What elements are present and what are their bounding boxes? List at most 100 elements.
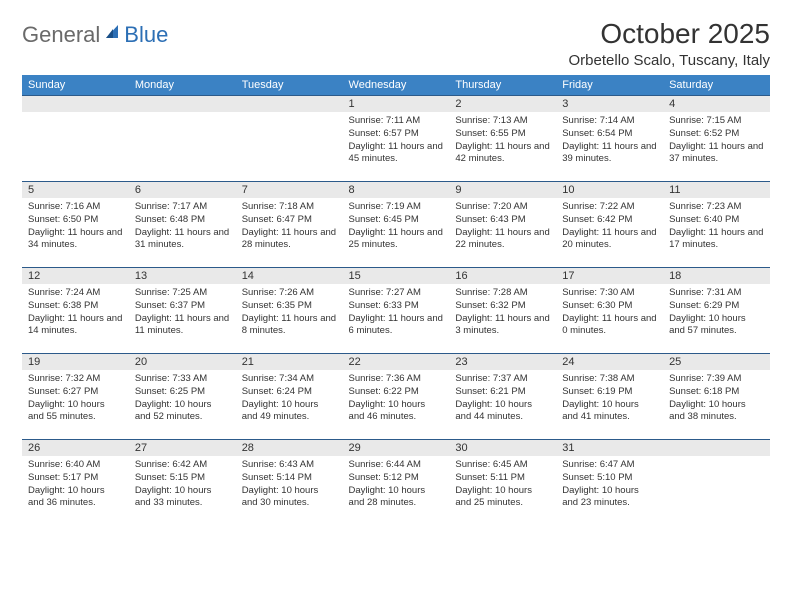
day-content: Sunrise: 6:40 AMSunset: 5:17 PMDaylight:… [22,456,129,514]
calendar-day-cell: 17Sunrise: 7:30 AMSunset: 6:30 PMDayligh… [556,267,663,353]
sunrise-line: Sunrise: 6:43 AM [242,459,337,472]
daylight-line: Daylight: 10 hours and 41 minutes. [562,399,657,425]
day-number: 5 [22,181,129,198]
day-number: 25 [663,353,770,370]
empty-day-number [22,95,129,112]
empty-day-number [236,95,343,112]
sunset-line: Sunset: 6:42 PM [562,214,657,227]
sunset-line: Sunset: 6:21 PM [455,386,550,399]
calendar-day-cell: 14Sunrise: 7:26 AMSunset: 6:35 PMDayligh… [236,267,343,353]
sunrise-line: Sunrise: 7:13 AM [455,115,550,128]
daylight-line: Daylight: 10 hours and 28 minutes. [349,485,444,511]
calendar-day-cell: 4Sunrise: 7:15 AMSunset: 6:52 PMDaylight… [663,95,770,181]
sunrise-line: Sunrise: 7:15 AM [669,115,764,128]
calendar-day-cell: 13Sunrise: 7:25 AMSunset: 6:37 PMDayligh… [129,267,236,353]
sunrise-line: Sunrise: 7:14 AM [562,115,657,128]
daylight-line: Daylight: 10 hours and 55 minutes. [28,399,123,425]
sunset-line: Sunset: 6:45 PM [349,214,444,227]
day-number: 6 [129,181,236,198]
sunrise-line: Sunrise: 7:26 AM [242,287,337,300]
sunrise-line: Sunrise: 6:42 AM [135,459,230,472]
sunset-line: Sunset: 6:22 PM [349,386,444,399]
sunset-line: Sunset: 6:27 PM [28,386,123,399]
day-number: 11 [663,181,770,198]
daylight-line: Daylight: 10 hours and 44 minutes. [455,399,550,425]
day-number: 23 [449,353,556,370]
day-content: Sunrise: 6:44 AMSunset: 5:12 PMDaylight:… [343,456,450,514]
sunrise-line: Sunrise: 7:32 AM [28,373,123,386]
day-number: 14 [236,267,343,284]
day-content: Sunrise: 7:17 AMSunset: 6:48 PMDaylight:… [129,198,236,256]
daylight-line: Daylight: 11 hours and 3 minutes. [455,313,550,339]
sunset-line: Sunset: 5:14 PM [242,472,337,485]
day-content: Sunrise: 7:11 AMSunset: 6:57 PMDaylight:… [343,112,450,170]
weekday-header: Tuesday [236,75,343,95]
calendar-day-cell: 6Sunrise: 7:17 AMSunset: 6:48 PMDaylight… [129,181,236,267]
day-content: Sunrise: 7:24 AMSunset: 6:38 PMDaylight:… [22,284,129,342]
day-content: Sunrise: 6:45 AMSunset: 5:11 PMDaylight:… [449,456,556,514]
sunset-line: Sunset: 6:18 PM [669,386,764,399]
weekday-header-row: Sunday Monday Tuesday Wednesday Thursday… [22,75,770,95]
day-number: 13 [129,267,236,284]
calendar-day-cell [22,95,129,181]
sunrise-line: Sunrise: 7:25 AM [135,287,230,300]
calendar-day-cell [663,439,770,525]
day-content: Sunrise: 7:27 AMSunset: 6:33 PMDaylight:… [343,284,450,342]
day-content: Sunrise: 7:22 AMSunset: 6:42 PMDaylight:… [556,198,663,256]
calendar-week-row: 19Sunrise: 7:32 AMSunset: 6:27 PMDayligh… [22,353,770,439]
day-number: 28 [236,439,343,456]
sunset-line: Sunset: 6:19 PM [562,386,657,399]
day-number: 8 [343,181,450,198]
daylight-line: Daylight: 10 hours and 49 minutes. [242,399,337,425]
sunrise-line: Sunrise: 7:18 AM [242,201,337,214]
sunrise-line: Sunrise: 6:40 AM [28,459,123,472]
day-content: Sunrise: 7:14 AMSunset: 6:54 PMDaylight:… [556,112,663,170]
day-content: Sunrise: 7:38 AMSunset: 6:19 PMDaylight:… [556,370,663,428]
day-number: 26 [22,439,129,456]
sunrise-line: Sunrise: 7:38 AM [562,373,657,386]
sunrise-line: Sunrise: 7:30 AM [562,287,657,300]
daylight-line: Daylight: 10 hours and 33 minutes. [135,485,230,511]
calendar-day-cell: 23 Sunrise: 7:37 AMSunset: 6:21 PMDayligh… [449,353,556,439]
logo-text-gray: General [22,22,100,48]
sunset-line: Sunset: 6:40 PM [669,214,764,227]
calendar-day-cell: 12Sunrise: 7:24 AMSunset: 6:38 PMDayligh… [22,267,129,353]
sunrise-line: Sunrise: 7:37 AM [455,373,550,386]
daylight-line: Daylight: 11 hours and 31 minutes. [135,227,230,253]
sunrise-line: Sunrise: 7:11 AM [349,115,444,128]
calendar-day-cell: 3Sunrise: 7:14 AMSunset: 6:54 PMDaylight… [556,95,663,181]
day-content: Sunrise: 7:30 AMSunset: 6:30 PMDaylight:… [556,284,663,342]
sunrise-line: Sunrise: 6:45 AM [455,459,550,472]
day-content: Sunrise: 7:32 AMSunset: 6:27 PMDaylight:… [22,370,129,428]
logo-text-blue: Blue [124,22,168,48]
sunset-line: Sunset: 6:25 PM [135,386,230,399]
calendar-day-cell: 18Sunrise: 7:31 AMSunset: 6:29 PMDayligh… [663,267,770,353]
header: General Blue October 2025 Orbetello Scal… [22,18,770,69]
daylight-line: Daylight: 11 hours and 14 minutes. [28,313,123,339]
day-content: Sunrise: 7:19 AMSunset: 6:45 PMDaylight:… [343,198,450,256]
weekday-header: Sunday [22,75,129,95]
day-number: 21 [236,353,343,370]
daylight-line: Daylight: 10 hours and 57 minutes. [669,313,764,339]
daylight-line: Daylight: 10 hours and 30 minutes. [242,485,337,511]
calendar-day-cell: 25Sunrise: 7:39 AMSunset: 6:18 PMDayligh… [663,353,770,439]
calendar-day-cell [236,95,343,181]
sunrise-line: Sunrise: 7:16 AM [28,201,123,214]
sunrise-line: Sunrise: 7:23 AM [669,201,764,214]
logo: General Blue [22,22,168,48]
day-content: Sunrise: 7:18 AMSunset: 6:47 PMDaylight:… [236,198,343,256]
day-content: Sunrise: 7:39 AMSunset: 6:18 PMDaylight:… [663,370,770,428]
sunset-line: Sunset: 6:43 PM [455,214,550,227]
day-content: Sunrise: 6:43 AMSunset: 5:14 PMDaylight:… [236,456,343,514]
page-title: October 2025 [569,18,770,50]
calendar-day-cell: 30Sunrise: 6:45 AMSunset: 5:11 PMDayligh… [449,439,556,525]
calendar-day-cell: 20Sunrise: 7:33 AMSunset: 6:25 PMDayligh… [129,353,236,439]
daylight-line: Daylight: 11 hours and 17 minutes. [669,227,764,253]
day-number: 18 [663,267,770,284]
day-number: 7 [236,181,343,198]
day-content: Sunrise: 7:16 AMSunset: 6:50 PMDaylight:… [22,198,129,256]
daylight-line: Daylight: 11 hours and 20 minutes. [562,227,657,253]
day-content: Sunrise: 7:33 AMSunset: 6:25 PMDaylight:… [129,370,236,428]
page-subtitle: Orbetello Scalo, Tuscany, Italy [569,52,770,69]
sunset-line: Sunset: 6:50 PM [28,214,123,227]
